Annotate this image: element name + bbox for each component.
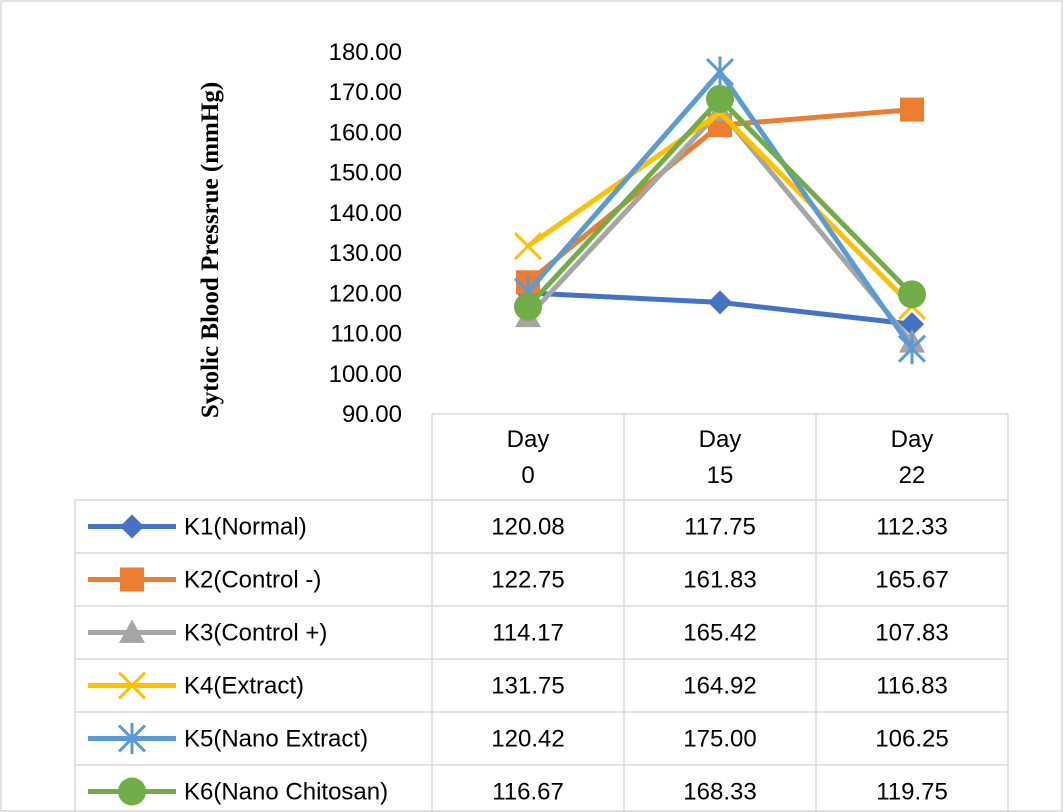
series-line (526, 110, 914, 308)
table-cell-value: 106.25 (875, 726, 948, 753)
table-row: K3(Control +) 114.17 165.42 107.83 (88, 619, 949, 647)
y-tick-label: 130.00 (329, 240, 402, 267)
table-row: K6(Nano Chitosan) 116.67 168.33 119.75 (88, 777, 948, 806)
data-point-marker (705, 56, 735, 88)
table-cell-value: 114.17 (492, 620, 564, 647)
y-tick-label: 160.00 (329, 119, 402, 146)
y-axis-ticks: 90.00 100.00 110.00 120.00 130.00 140.00 150.0… (329, 39, 402, 428)
series-1 (516, 281, 924, 337)
x-category-label: 15 (707, 462, 734, 489)
table-cell-value: 120.42 (491, 726, 564, 753)
data-point-marker (513, 232, 543, 261)
y-axis-title: Sytolic Blood Pressrue (mmHg) (197, 82, 224, 418)
table-row: K4(Extract) 131.75 164.92 116.83 (88, 671, 948, 700)
legend-key-marker (120, 514, 144, 539)
x-category-label: Day (891, 426, 934, 453)
x-category-label: 22 (899, 462, 926, 489)
legend-key-marker (117, 722, 147, 755)
y-tick-label: 150.00 (329, 160, 402, 187)
table-row: K5(Nano Extract) 120.42 175.00 106.25 (88, 722, 949, 755)
series-6 (514, 84, 926, 321)
data-point-marker (900, 97, 924, 122)
legend-label: K6(Nano Chitosan) (184, 779, 388, 806)
legend-label: K3(Control +) (184, 620, 327, 647)
data-point-marker (898, 280, 926, 309)
table-row: K1(Normal) 120.08 117.75 112.33 (88, 514, 948, 541)
table-row: K2(Control -) 122.75 161.83 165.67 (88, 567, 949, 594)
table-cell-value: 122.75 (491, 567, 564, 594)
legend-label: K4(Extract) (184, 673, 304, 700)
table-cell-value: 164.92 (683, 673, 756, 700)
legend-key-marker (119, 619, 145, 643)
x-category-label: Day (507, 426, 550, 453)
data-point-marker (900, 312, 924, 337)
table-cell-value: 175.00 (683, 726, 756, 753)
legend-key-marker (120, 567, 144, 592)
legend-label: K5(Nano Extract) (184, 726, 368, 753)
table-cell-value: 165.67 (875, 567, 948, 594)
legend-key-marker (118, 777, 146, 806)
x-axis-categories: Day 0 Day 15 Day 22 (507, 426, 934, 489)
table-cell-value: 165.42 (683, 620, 756, 647)
y-tick-label: 100.00 (329, 361, 402, 388)
table-cell-value: 119.75 (876, 779, 948, 806)
table-cell-value: 168.33 (683, 779, 756, 806)
data-point-marker (897, 333, 927, 365)
table-cell-value: 116.83 (876, 673, 948, 700)
table-cell-value: 161.83 (683, 567, 756, 594)
y-tick-label: 170.00 (329, 79, 402, 106)
legend-label: K1(Normal) (184, 514, 307, 541)
y-tick-label: 90.00 (342, 401, 402, 428)
y-tick-label: 110.00 (330, 321, 402, 348)
data-point-marker (706, 84, 734, 113)
table-cell-value: 116.67 (492, 779, 564, 806)
y-tick-label: 180.00 (329, 39, 402, 66)
table-cell-value: 112.33 (876, 514, 948, 541)
y-tick-label: 140.00 (329, 200, 402, 227)
data-table-grid (74, 413, 1009, 812)
table-cell-value: 117.75 (684, 514, 756, 541)
y-tick-label: 120.00 (329, 280, 402, 307)
x-category-label: 0 (521, 462, 534, 489)
table-cell-value: 131.75 (491, 673, 564, 700)
x-category-label: Day (699, 426, 742, 453)
legend-key-marker (117, 671, 147, 700)
data-point-marker (514, 292, 542, 321)
legend-label: K2(Control -) (184, 567, 321, 594)
table-cell-value: 120.08 (491, 514, 564, 541)
data-point-marker (708, 290, 732, 315)
table-cell-value: 107.83 (875, 620, 948, 647)
